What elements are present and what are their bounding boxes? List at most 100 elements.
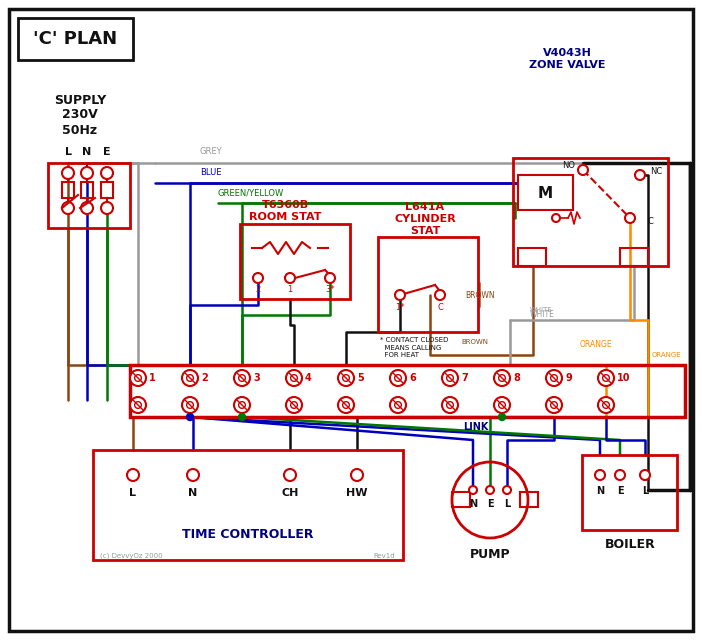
- Circle shape: [62, 167, 74, 179]
- Circle shape: [187, 469, 199, 481]
- Bar: [18, 18, 133, 60]
- Circle shape: [595, 470, 605, 480]
- Text: L: L: [504, 499, 510, 509]
- Text: M: M: [538, 185, 552, 201]
- Text: E: E: [103, 147, 111, 157]
- Text: L: L: [65, 147, 72, 157]
- Text: 50Hz: 50Hz: [62, 124, 98, 137]
- Circle shape: [435, 290, 445, 300]
- Text: TIME CONTROLLER: TIME CONTROLLER: [183, 528, 314, 542]
- Circle shape: [469, 486, 477, 494]
- Circle shape: [640, 470, 650, 480]
- Text: SUPPLY: SUPPLY: [54, 94, 106, 106]
- Text: E: E: [486, 499, 494, 509]
- Text: (c) DevvyOz 2000: (c) DevvyOz 2000: [100, 553, 163, 559]
- Circle shape: [234, 370, 250, 386]
- Text: CH: CH: [282, 488, 298, 498]
- Bar: [582, 455, 677, 530]
- Circle shape: [285, 273, 295, 283]
- Text: N: N: [596, 486, 604, 496]
- Text: HW: HW: [346, 488, 368, 498]
- Circle shape: [101, 202, 113, 214]
- Circle shape: [253, 273, 263, 283]
- Text: L: L: [642, 486, 648, 496]
- Circle shape: [546, 370, 562, 386]
- Circle shape: [486, 486, 494, 494]
- Text: V4043H: V4043H: [543, 48, 592, 58]
- Circle shape: [187, 413, 194, 420]
- Bar: [240, 224, 350, 299]
- Circle shape: [284, 469, 296, 481]
- Text: L641A: L641A: [406, 202, 444, 212]
- Text: 1*: 1*: [395, 303, 405, 313]
- Circle shape: [635, 170, 645, 180]
- Text: ZONE VALVE: ZONE VALVE: [529, 60, 605, 70]
- Text: Rev1d: Rev1d: [373, 553, 395, 559]
- Circle shape: [442, 370, 458, 386]
- Circle shape: [390, 397, 406, 413]
- Circle shape: [503, 486, 511, 494]
- Bar: [518, 248, 546, 266]
- Bar: [378, 237, 478, 332]
- Text: L: L: [129, 488, 136, 498]
- Bar: [520, 492, 538, 507]
- Text: 8: 8: [513, 373, 520, 383]
- Circle shape: [598, 397, 614, 413]
- Text: ORANGE: ORANGE: [580, 340, 613, 349]
- Circle shape: [494, 397, 510, 413]
- Text: GREY: GREY: [200, 147, 223, 156]
- Bar: [93, 450, 403, 560]
- Bar: [620, 248, 648, 266]
- Circle shape: [615, 470, 625, 480]
- Circle shape: [390, 370, 406, 386]
- Bar: [130, 365, 685, 417]
- Bar: [518, 175, 573, 210]
- Text: 1: 1: [287, 285, 293, 294]
- Text: NO: NO: [562, 160, 575, 169]
- Circle shape: [81, 167, 93, 179]
- Text: BROWN: BROWN: [461, 339, 489, 345]
- Circle shape: [286, 370, 302, 386]
- Text: 7: 7: [461, 373, 468, 383]
- Text: T6360B: T6360B: [261, 200, 309, 210]
- Circle shape: [130, 370, 146, 386]
- Circle shape: [81, 202, 93, 214]
- Text: 6: 6: [409, 373, 416, 383]
- Text: 'C' PLAN: 'C' PLAN: [33, 30, 117, 48]
- Circle shape: [286, 397, 302, 413]
- Text: CYLINDER: CYLINDER: [394, 214, 456, 224]
- Text: NC: NC: [650, 167, 662, 176]
- Text: N: N: [188, 488, 198, 498]
- Text: BLUE: BLUE: [200, 168, 222, 177]
- Circle shape: [578, 165, 588, 175]
- Circle shape: [325, 273, 335, 283]
- Circle shape: [130, 397, 146, 413]
- Bar: [81, 182, 93, 198]
- Bar: [513, 158, 668, 266]
- Text: C: C: [437, 303, 443, 313]
- Text: 2: 2: [256, 285, 260, 294]
- Circle shape: [351, 469, 363, 481]
- Text: 3: 3: [253, 373, 260, 383]
- Circle shape: [338, 397, 354, 413]
- Text: N: N: [82, 147, 92, 157]
- Bar: [48, 163, 130, 228]
- Text: * CONTACT CLOSED
  MEANS CALLING
  FOR HEAT: * CONTACT CLOSED MEANS CALLING FOR HEAT: [380, 337, 449, 358]
- Circle shape: [127, 469, 139, 481]
- Text: E: E: [616, 486, 623, 496]
- Text: BROWN: BROWN: [465, 290, 495, 299]
- Text: 4: 4: [305, 373, 312, 383]
- Circle shape: [395, 290, 405, 300]
- Text: C: C: [648, 217, 654, 226]
- Text: ORANGE: ORANGE: [652, 352, 682, 358]
- Circle shape: [338, 370, 354, 386]
- Circle shape: [546, 397, 562, 413]
- Text: 9: 9: [565, 373, 571, 383]
- Circle shape: [498, 413, 505, 420]
- Text: 2: 2: [201, 373, 208, 383]
- Circle shape: [62, 202, 74, 214]
- Text: 10: 10: [617, 373, 630, 383]
- Circle shape: [182, 370, 198, 386]
- Text: BOILER: BOILER: [604, 538, 656, 551]
- Text: 230V: 230V: [62, 108, 98, 122]
